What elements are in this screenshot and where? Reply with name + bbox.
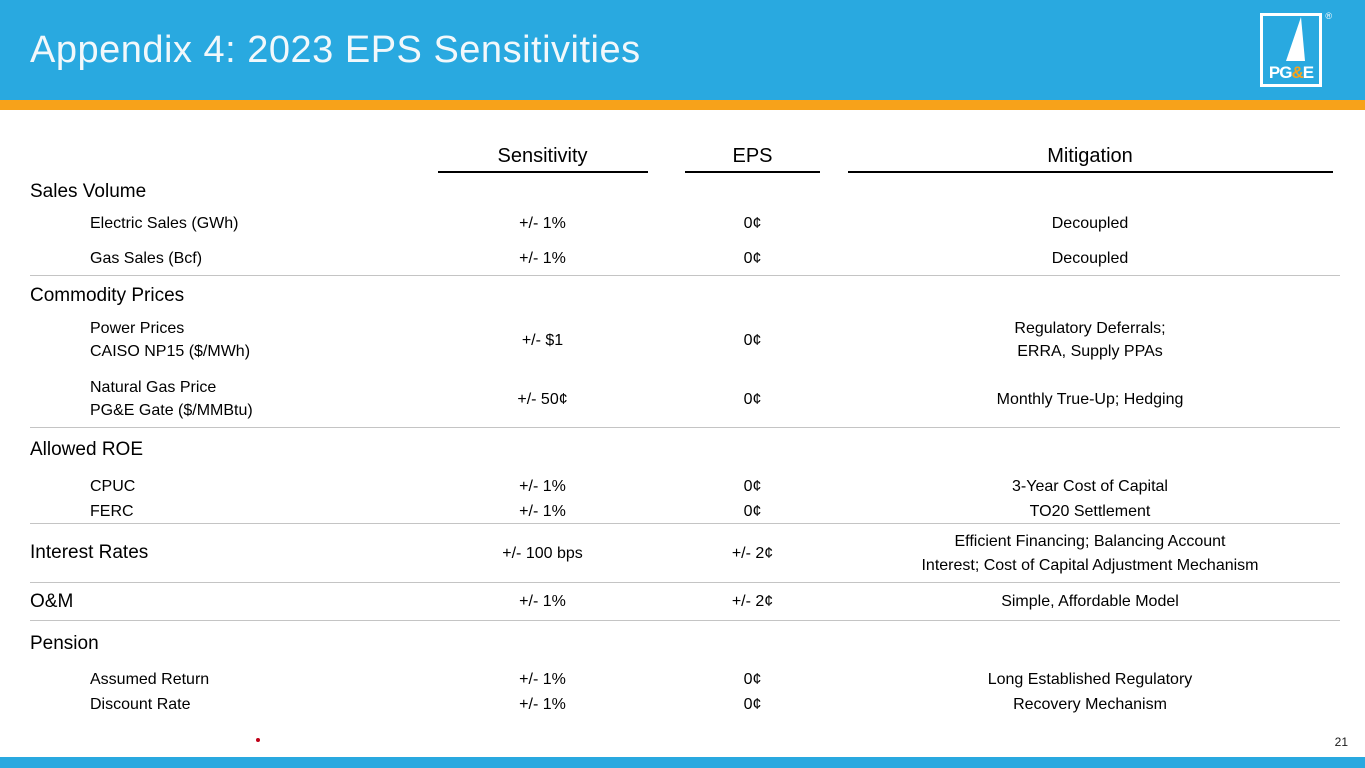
section-allowed-roe: Allowed ROE	[30, 439, 143, 460]
logo-e: E	[1302, 63, 1314, 82]
table-row: CPUC +/- 1% 0¢ 3-Year Cost of Capital	[90, 477, 1168, 495]
section-divider	[30, 582, 1340, 583]
section-pension: Pension	[30, 633, 99, 654]
logo-wordmark: PG&E	[1260, 63, 1322, 83]
section-sales-volume: Sales Volume	[30, 181, 147, 202]
section-om: O&M	[30, 590, 74, 612]
logo-frame	[1260, 13, 1322, 87]
col-header-sensitivity: Sensitivity	[437, 145, 648, 173]
header-band: Appendix 4: 2023 EPS Sensitivities	[0, 0, 1365, 100]
col-header-eps: EPS	[685, 145, 820, 173]
page-number: 21	[1334, 735, 1348, 749]
logo-ampersand: &	[1291, 63, 1303, 82]
footnote-marker-dot	[256, 738, 260, 742]
lightning-spire-icon	[1286, 17, 1305, 61]
pge-logo: PG&E ®	[1260, 11, 1332, 89]
section-divider	[30, 523, 1340, 524]
logo-pg: PG	[1268, 63, 1293, 82]
page-title: Appendix 4: 2023 EPS Sensitivities	[30, 28, 641, 71]
table-row: Interest Rates +/- 100 bps +/- 2¢ Effici…	[30, 533, 1259, 574]
table-row: Electric Sales (GWh) +/- 1% 0¢ Decoupled	[90, 214, 1129, 232]
section-divider	[30, 275, 1340, 276]
section-interest-rates: Interest Rates	[30, 542, 149, 563]
table-row: Natural Gas Price PG&E Gate ($/MMBtu) +/…	[90, 379, 1184, 419]
table-row: Power Prices CAISO NP15 ($/MWh) +/- $1 0…	[90, 320, 1166, 360]
table-row: Gas Sales (Bcf) +/- 1% 0¢ Decoupled	[90, 249, 1129, 267]
table-row: O&M +/- 1% +/- 2¢ Simple, Affordable Mod…	[30, 590, 1179, 612]
table-row: FERC +/- 1% 0¢ TO20 Settlement	[90, 502, 1151, 520]
registered-trademark-icon: ®	[1325, 11, 1332, 21]
section-commodity-prices: Commodity Prices	[30, 285, 185, 306]
table-row: Discount Rate +/- 1% 0¢ Recovery Mechani…	[90, 696, 1167, 713]
col-header-mitigation: Mitigation	[847, 145, 1333, 173]
orange-accent-rule	[0, 100, 1365, 110]
section-divider	[30, 620, 1340, 621]
sensitivities-table: Sensitivity EPS Mitigation Sales Volume …	[30, 133, 1340, 717]
table-header-row: Sensitivity EPS Mitigation	[30, 133, 1340, 173]
footer-bar	[0, 757, 1365, 768]
table-row: Assumed Return +/- 1% 0¢ Long Establishe…	[90, 671, 1193, 688]
section-divider	[30, 427, 1340, 428]
